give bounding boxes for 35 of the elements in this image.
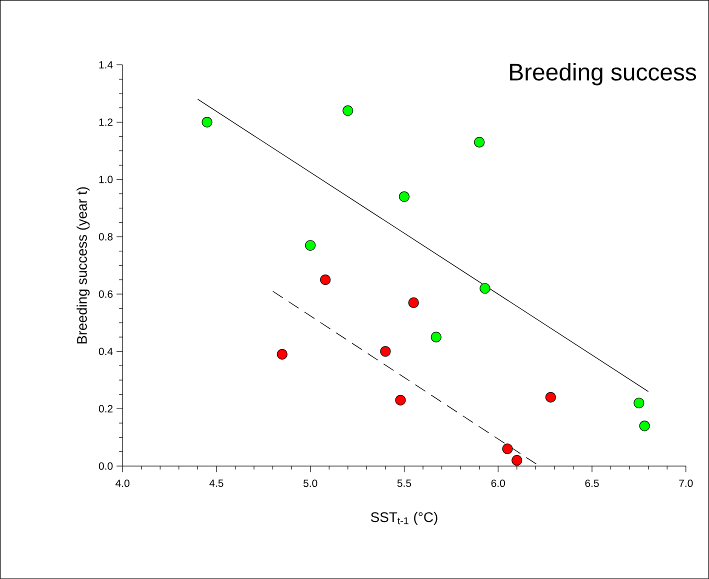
x-tick-label: 5.0 (303, 480, 318, 488)
y-tick-label: 0.4 (98, 348, 113, 356)
y-tick-label: 0.0 (98, 462, 113, 470)
point (202, 116, 212, 128)
y-tick-label: 0.8 (98, 233, 113, 241)
point (305, 240, 316, 251)
point (398, 191, 410, 202)
point (480, 283, 490, 294)
x-tick-label: 7.0 (679, 480, 693, 488)
y-tick-label: 0.2 (98, 405, 113, 412)
point (430, 332, 442, 342)
x-tick-label: 6.5 (585, 480, 599, 488)
y-tick-label: 1.4 (99, 61, 113, 68)
x-tick-label: 4.5 (209, 480, 224, 487)
point (474, 136, 485, 148)
point (512, 455, 522, 466)
chart-title: Breeding success (510, 63, 696, 86)
point (395, 394, 406, 406)
point (639, 420, 650, 432)
point (342, 105, 354, 116)
x-tick-label: 6.0 (491, 480, 505, 488)
x-tick-label: 5.5 (397, 480, 412, 487)
y-tick-label: 0.6 (98, 290, 113, 298)
x-axis-title: SST$_{t-1}$ (°C) (370, 512, 438, 525)
point (380, 346, 391, 357)
y-tick-label: 1.0 (99, 176, 113, 184)
point (408, 297, 419, 308)
point (502, 444, 513, 454)
x-tick-label: 4.0 (116, 480, 130, 488)
point (545, 392, 556, 403)
point (634, 398, 644, 408)
y-axis-title: Breeding success (year t) (76, 187, 90, 344)
y-tick-label: 1.2 (99, 118, 113, 126)
point (320, 274, 331, 286)
point (276, 349, 288, 360)
